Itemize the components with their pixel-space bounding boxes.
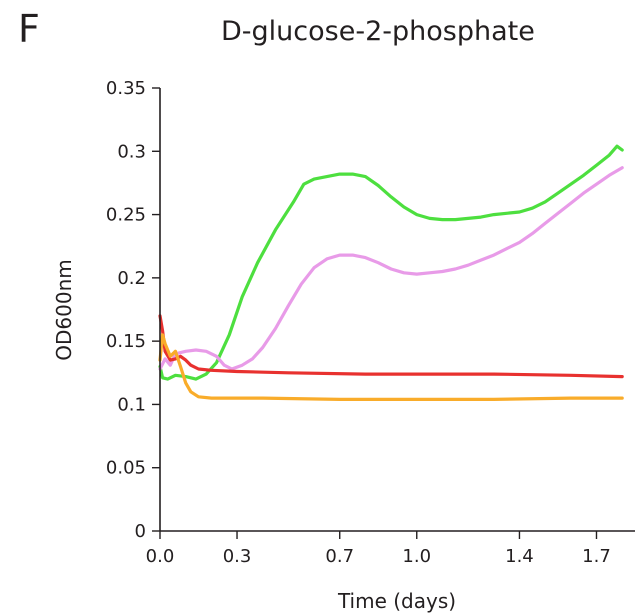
y-axis-title: OD600nm [52,259,76,360]
series-line-3 [158,314,624,379]
y-tick-label: 0.2 [117,268,146,289]
x-tick-label: 0.3 [223,546,252,567]
series-line-4 [158,333,624,401]
x-tick-label: 1.0 [402,546,431,567]
panel-label: F [18,7,40,51]
series-line-1 [158,144,624,381]
series-line-2 [158,166,624,371]
x-axis-title: Time (days) [337,589,456,613]
x-tick-label: 0.0 [146,546,175,567]
y-tick-label: 0.15 [106,331,146,352]
x-tick-label: 1.7 [582,546,611,567]
chart-title: D-glucose-2-phosphate [221,16,535,47]
y-tick-label: 0.05 [106,458,146,479]
y-tick-label: 0.3 [117,141,146,162]
y-tick-label: 0.1 [117,394,146,415]
y-tick-label: 0.25 [106,205,146,226]
axes-layer: 0 0.05 0.1 0.15 0.2 0.25 0.3 0.35 0.0 0.3 0.7 1.0 1.… [106,78,635,567]
y-tick-label: 0.35 [106,78,146,99]
x-tick-label: 1.4 [505,546,534,567]
y-tick-label: 0 [135,521,146,542]
series-layer [158,144,624,401]
x-tick-label: 0.7 [325,546,354,567]
